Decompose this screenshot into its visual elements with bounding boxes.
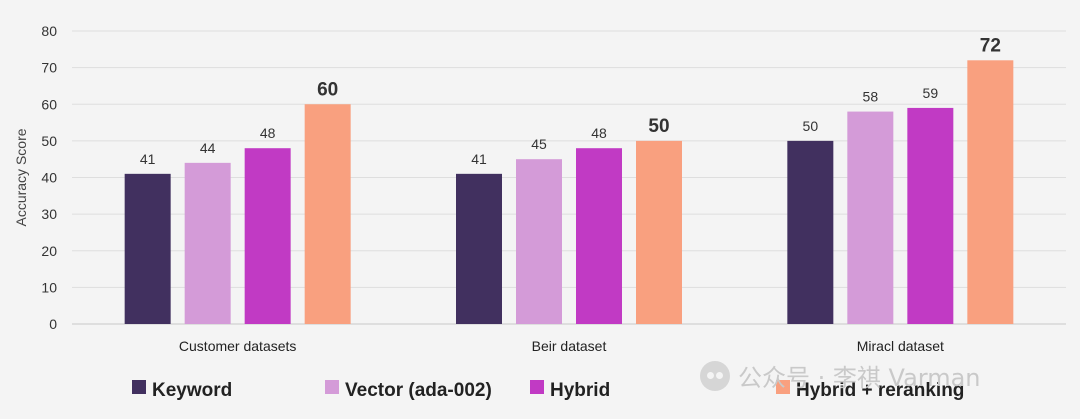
data-label: 72 xyxy=(980,35,1001,56)
y-tick-label: 80 xyxy=(41,23,57,39)
x-tick-label: Customer datasets xyxy=(179,338,297,354)
bar xyxy=(576,148,622,324)
bar xyxy=(184,162,231,324)
data-label: 44 xyxy=(200,140,216,156)
bar xyxy=(636,140,682,324)
bar xyxy=(304,104,351,324)
watermark-text: 公众号 · 李祺 Varman xyxy=(738,364,981,392)
bar xyxy=(244,148,291,324)
legend-label: Vector (ada-002) xyxy=(345,380,492,401)
y-tick-label: 50 xyxy=(41,133,57,149)
y-tick-label: 40 xyxy=(41,170,57,186)
data-label: 48 xyxy=(260,125,276,141)
y-axis-label: Accuracy Score xyxy=(13,128,29,226)
y-tick-label: 70 xyxy=(41,60,57,76)
y-tick-label: 60 xyxy=(41,96,57,112)
data-label: 48 xyxy=(591,125,607,141)
y-tick-label: 0 xyxy=(49,316,57,332)
bar xyxy=(907,107,954,324)
legend-label: Hybrid xyxy=(550,380,610,401)
data-label: 50 xyxy=(803,118,819,134)
bar xyxy=(787,140,834,324)
legend-swatch xyxy=(132,380,146,394)
y-tick-label: 10 xyxy=(41,279,57,295)
legend-label: Hybrid + reranking xyxy=(796,380,964,401)
legend-swatch xyxy=(325,380,339,394)
data-label: 41 xyxy=(140,151,156,167)
watermark: 公众号 · 李祺 Varman xyxy=(700,358,981,393)
bar xyxy=(456,173,502,324)
legend-label: Keyword xyxy=(152,380,232,401)
legend-swatch xyxy=(530,380,544,394)
data-label: 59 xyxy=(923,85,939,101)
data-label: 58 xyxy=(863,89,879,105)
x-tick-label: Beir dataset xyxy=(532,338,607,354)
bar xyxy=(516,159,562,324)
y-tick-label: 20 xyxy=(41,243,57,259)
data-label: 50 xyxy=(648,116,669,137)
bar xyxy=(967,60,1014,325)
bar xyxy=(124,173,171,324)
wechat-icon xyxy=(700,360,730,391)
y-tick-label: 30 xyxy=(41,206,57,222)
data-label: 45 xyxy=(531,136,547,152)
data-label: 41 xyxy=(471,151,487,167)
legend-swatch xyxy=(776,380,790,394)
bar xyxy=(847,111,894,324)
x-tick-label: Miracl dataset xyxy=(857,338,944,354)
data-label: 60 xyxy=(317,79,338,100)
